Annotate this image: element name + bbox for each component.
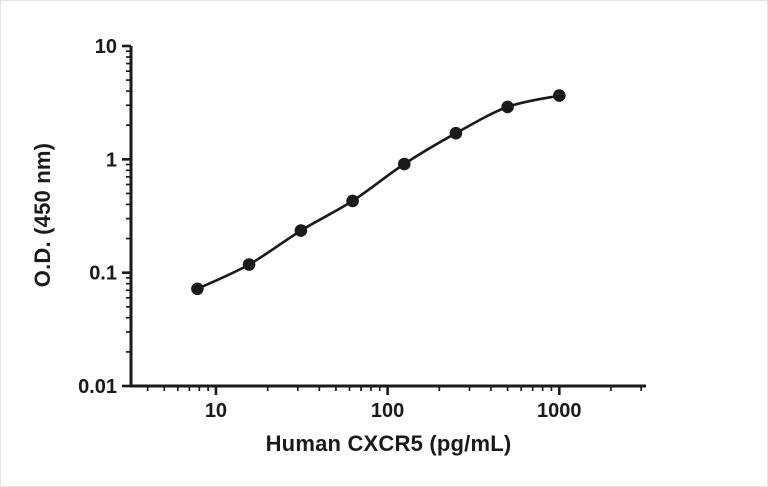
y-tick-label: 0.1	[89, 263, 117, 285]
data-point-marker	[553, 89, 566, 102]
x-tick-label: 100	[371, 400, 404, 422]
data-point-marker	[294, 224, 308, 237]
y-tick-label: 10	[95, 36, 117, 58]
data-point-marker	[242, 258, 256, 271]
data-point-marker	[191, 282, 204, 296]
x-tick-label: 10	[205, 400, 227, 422]
data-point-marker	[398, 157, 411, 171]
y-axis-title: O.D. (450 nm)	[30, 142, 55, 288]
x-axis-title: Human CXCR5 (pg/mL)	[265, 431, 512, 456]
data-point-marker	[501, 100, 514, 114]
data-point-marker	[346, 194, 359, 208]
x-tick-label: 1000	[537, 400, 582, 422]
data-point-marker	[449, 126, 463, 140]
y-tick-label: 1	[106, 149, 117, 171]
y-tick-label: 0.01	[78, 376, 117, 398]
